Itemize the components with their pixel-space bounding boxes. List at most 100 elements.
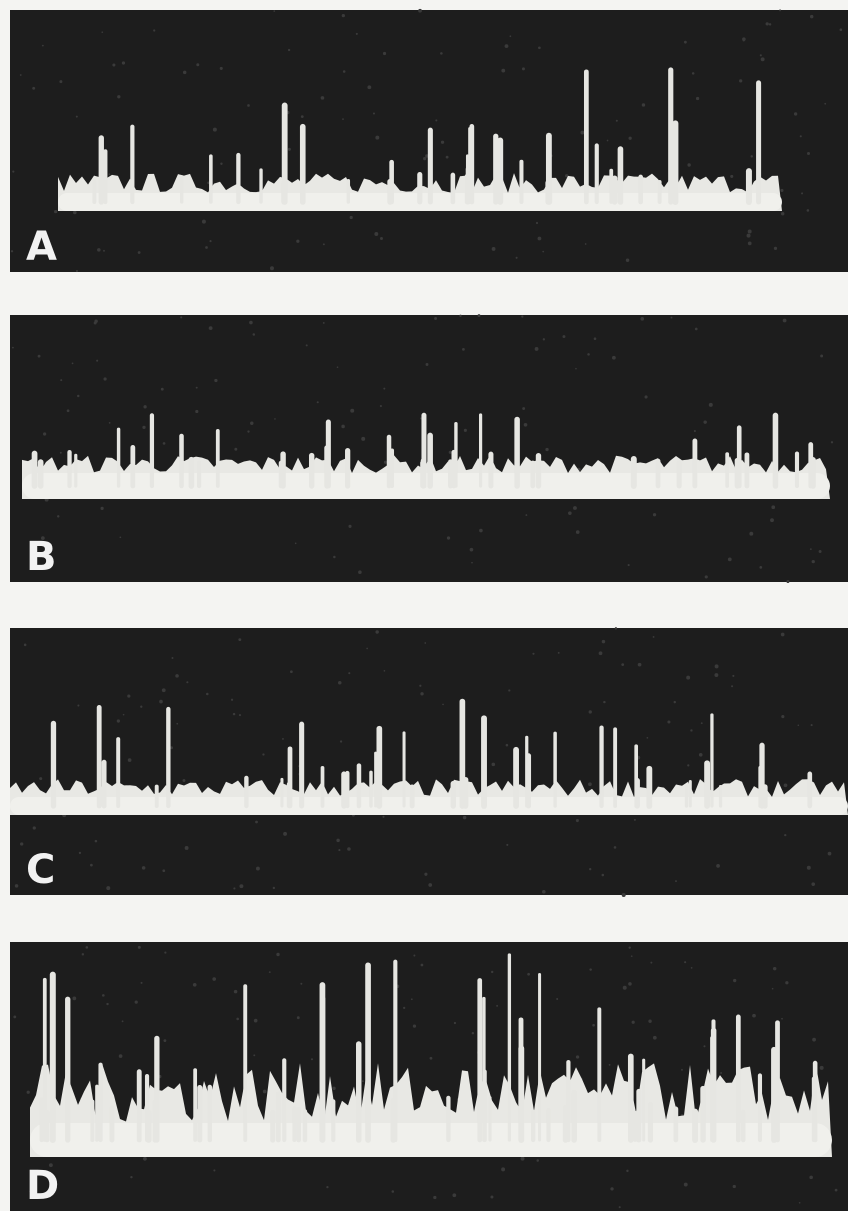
noise-speck	[94, 839, 98, 843]
noise-speck	[332, 1086, 336, 1091]
noise-speck	[425, 363, 429, 366]
noise-speck	[703, 1045, 706, 1048]
noise-speck	[584, 243, 587, 245]
noise-speck	[557, 651, 560, 654]
noise-speck	[490, 1195, 494, 1199]
noise-speck	[282, 737, 284, 740]
panel-label: C	[26, 847, 55, 893]
noise-speck	[247, 430, 250, 433]
noise-speck	[809, 548, 812, 550]
noise-speck	[262, 753, 265, 756]
noise-speck	[255, 866, 260, 871]
noise-speck	[429, 1056, 433, 1060]
noise-speck	[142, 425, 146, 430]
noise-speck	[700, 722, 703, 725]
noise-speck	[300, 982, 303, 985]
noise-speck	[630, 955, 633, 957]
noise-speck	[521, 315, 524, 318]
noise-speck	[807, 152, 811, 156]
noise-speck	[542, 890, 546, 894]
noise-speck	[77, 394, 80, 398]
noise-speck	[603, 700, 606, 704]
noise-speck	[300, 115, 304, 119]
noise-speck	[159, 699, 163, 704]
noise-speck	[366, 647, 368, 650]
noise-speck	[783, 783, 788, 788]
noise-speck	[716, 864, 720, 868]
noise-speck	[515, 256, 518, 259]
noise-speck	[445, 155, 449, 159]
noise-speck	[433, 1195, 437, 1200]
noise-speck	[205, 246, 208, 249]
noise-speck	[628, 946, 631, 949]
noise-speck	[694, 327, 698, 331]
noise-speck	[424, 642, 427, 644]
noise-speck	[247, 104, 250, 107]
noise-speck	[612, 355, 616, 360]
noise-speck	[542, 250, 545, 253]
noise-speck	[568, 511, 572, 515]
noise-speck	[505, 743, 509, 747]
noise-speck	[459, 314, 462, 318]
noise-speck	[201, 219, 206, 224]
noise-speck	[614, 627, 618, 630]
noise-speck	[29, 1190, 32, 1193]
noise-speck	[732, 1184, 736, 1189]
noise-speck	[71, 362, 74, 365]
panel-background	[10, 942, 848, 1211]
noise-speck	[73, 210, 77, 215]
noise-speck	[212, 977, 217, 981]
noise-speck	[162, 442, 166, 445]
noise-speck	[116, 719, 120, 723]
noise-speck	[232, 712, 236, 716]
noise-speck	[601, 639, 606, 644]
noise-speck	[333, 555, 336, 559]
noise-speck	[797, 724, 800, 727]
noise-speck	[382, 815, 385, 818]
noise-speck	[121, 61, 126, 65]
noise-speck	[746, 233, 751, 238]
noise-speck	[171, 657, 174, 660]
noise-speck	[806, 865, 811, 870]
noise-speck	[383, 460, 388, 464]
noise-speck	[587, 353, 590, 356]
noise-speck	[161, 688, 166, 693]
noise-speck	[781, 715, 785, 719]
noise-speck	[419, 684, 422, 687]
noise-speck	[140, 705, 143, 708]
noise-speck	[175, 674, 179, 678]
noise-speck	[538, 46, 541, 50]
noise-speck	[521, 67, 525, 71]
noise-speck	[739, 79, 743, 83]
noise-speck	[164, 951, 167, 954]
noise-speck	[239, 884, 244, 889]
noise-speck	[420, 963, 424, 967]
noise-speck	[322, 322, 325, 324]
noise-speck	[798, 1201, 801, 1204]
noise-speck	[687, 764, 690, 767]
noise-speck	[206, 692, 209, 696]
noise-speck	[491, 970, 494, 974]
noise-speck	[163, 1039, 167, 1043]
noise-speck	[97, 248, 101, 252]
noise-speck	[667, 720, 671, 724]
noise-speck	[608, 1063, 611, 1066]
noise-speck	[747, 241, 752, 246]
noise-speck	[675, 880, 677, 883]
noise-speck	[127, 694, 131, 698]
noise-speck	[683, 1182, 688, 1187]
noise-speck	[90, 863, 93, 867]
noise-speck	[273, 10, 276, 12]
noise-speck	[272, 886, 276, 890]
noise-speck	[772, 966, 777, 971]
noise-speck	[690, 729, 693, 732]
noise-speck	[287, 48, 291, 52]
trace-panel: A	[10, 8, 848, 273]
noise-speck	[350, 408, 355, 413]
noise-speck	[162, 869, 166, 873]
noise-speck	[230, 698, 234, 701]
noise-speck	[106, 1002, 109, 1006]
noise-speck	[361, 436, 366, 441]
noise-speck	[60, 379, 63, 382]
